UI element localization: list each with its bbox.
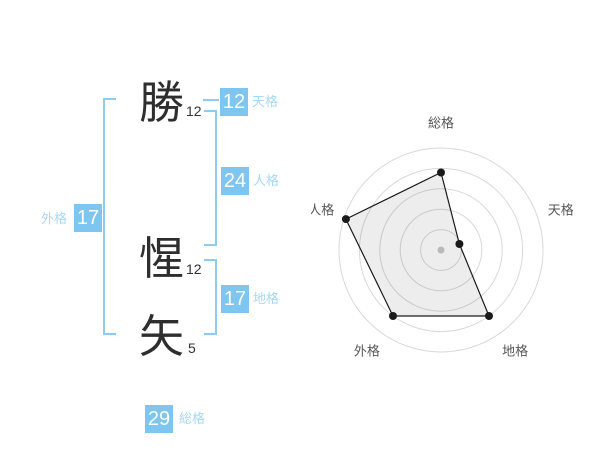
radar-axis-label: 総格 [428, 116, 454, 132]
radar-grid-ring [379, 188, 503, 312]
gaikaku-bracket [103, 98, 105, 335]
chikaku-bracket-tick-top [204, 259, 217, 261]
gaikaku-value-badge: 17 [74, 204, 102, 232]
kanji-char-1: 勝 [139, 76, 185, 129]
stroke-count-3: 5 [188, 340, 196, 356]
gaikaku-label: 外格 [41, 212, 68, 227]
jinkaku-bracket [215, 110, 217, 246]
stroke-count-1: 12 [186, 103, 202, 119]
radar-axis-label: 外格 [354, 343, 380, 359]
soukaku-label: 総格 [179, 412, 206, 427]
soukaku-value-badge: 29 [145, 405, 173, 433]
radar-data-point [485, 312, 493, 320]
radar-grid-ring [358, 167, 524, 333]
radar-grid-ring [399, 208, 483, 292]
tenkaku-value-badge: 12 [220, 88, 248, 116]
tenkaku-tick [203, 99, 219, 101]
gaikaku-bracket-tick-bottom [103, 333, 116, 335]
radar-axis-label: 地格 [502, 343, 528, 359]
radar-data-point [389, 312, 397, 320]
radar-axis-label: 天格 [548, 203, 574, 219]
chikaku-label: 地格 [253, 292, 280, 307]
jinkaku-value-badge: 24 [221, 167, 249, 195]
radar-center-dot [437, 246, 445, 254]
radar-grid-ring [338, 147, 544, 353]
chikaku-bracket-tick-bottom [204, 333, 217, 335]
radar-data-point [341, 215, 350, 224]
jinkaku-bracket-tick-bottom [204, 244, 217, 246]
tenkaku-label: 天格 [252, 95, 279, 110]
gaikaku-bracket-tick-top [103, 98, 116, 100]
jinkaku-bracket-tick-top [204, 110, 217, 112]
chikaku-bracket [215, 259, 217, 335]
radar-data-point [455, 240, 464, 248]
stroke-count-2: 12 [186, 261, 202, 277]
kanji-char-2: 惺 [139, 232, 185, 285]
jinkaku-label: 人格 [253, 174, 280, 189]
radar-data-polygon [345, 171, 490, 317]
radar-data-point [437, 168, 445, 177]
chikaku-value-badge: 17 [221, 285, 249, 313]
radar-axis-label: 人格 [311, 203, 334, 219]
kanji-char-3: 矢 [139, 310, 185, 363]
